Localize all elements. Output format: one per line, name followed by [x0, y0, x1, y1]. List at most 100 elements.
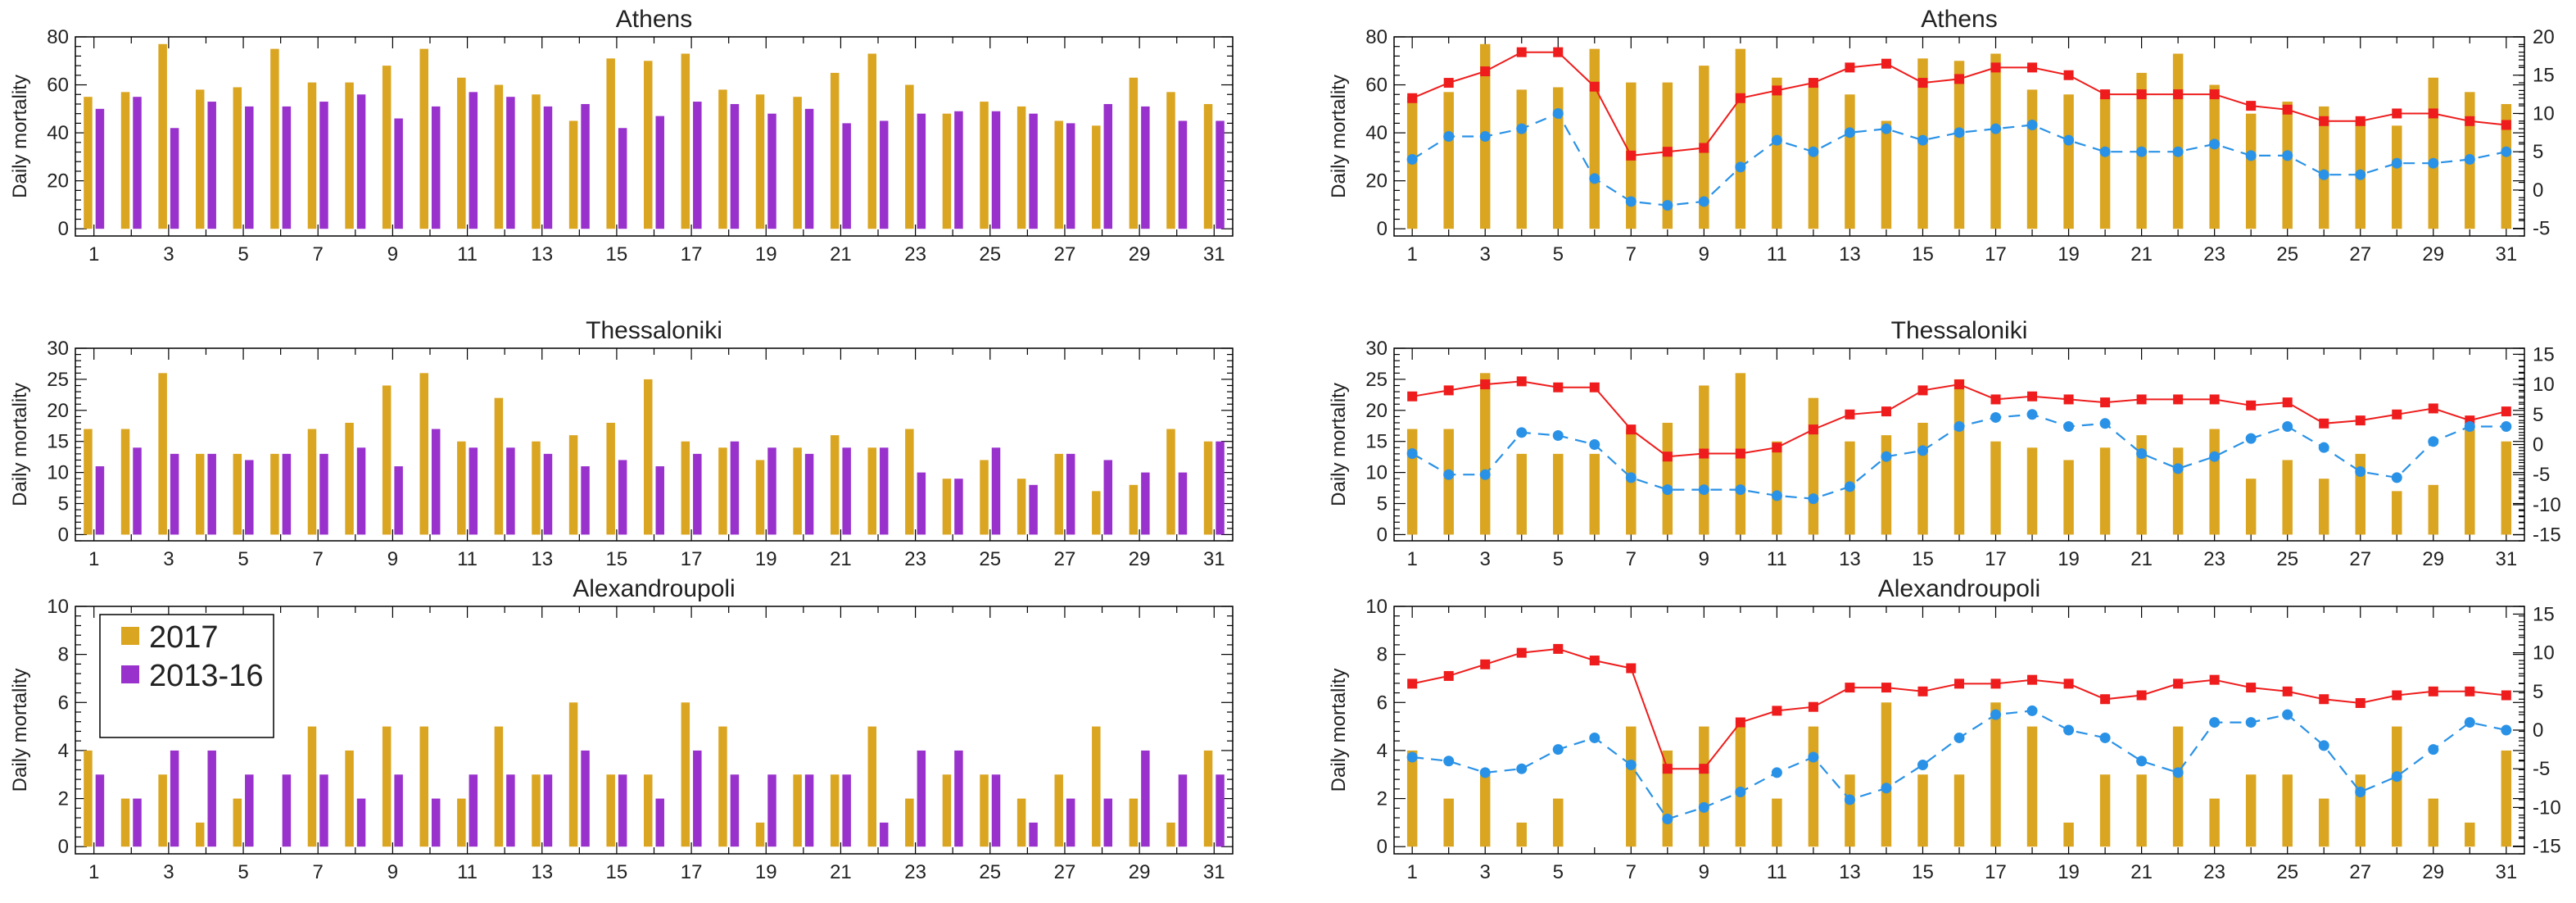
- bar: [1103, 798, 1113, 847]
- bar: [1406, 750, 1418, 847]
- series-2017: [84, 702, 1213, 847]
- bar: [2355, 774, 2365, 847]
- y2-tick-label: 5: [2533, 141, 2543, 163]
- y-tick-label: 4: [1377, 740, 1388, 762]
- chart-title: Thessaloniki: [1891, 317, 2028, 344]
- y-tick-label: 80: [1365, 26, 1388, 48]
- bar: [1553, 798, 1564, 847]
- bar: [655, 466, 664, 535]
- x-tick-label: 25: [2276, 243, 2298, 265]
- x-tick-label: 21: [830, 548, 852, 570]
- tmax-point: [1881, 58, 1891, 69]
- bar: [158, 373, 167, 535]
- bar: [133, 97, 142, 229]
- bar: [1216, 441, 1225, 535]
- bar: [1216, 120, 1225, 229]
- tmax-point: [1990, 62, 2001, 73]
- legend-label-2017: 2017: [149, 620, 219, 655]
- y2-tick-label: 10: [2533, 642, 2555, 665]
- bar: [2209, 798, 2220, 847]
- bar: [980, 460, 989, 535]
- x-tick-label: 21: [830, 243, 852, 265]
- tmax-point: [2136, 89, 2147, 100]
- tmax-point: [2282, 104, 2293, 115]
- bar: [2063, 460, 2074, 535]
- bar: [245, 774, 254, 847]
- y-tick-label: 20: [47, 170, 69, 193]
- bar: [1845, 774, 1855, 847]
- bar: [980, 102, 989, 229]
- tmax-point: [1845, 683, 1855, 693]
- bar: [1029, 484, 1038, 535]
- bar: [2099, 97, 2111, 229]
- tmax-point: [2209, 394, 2220, 405]
- bar: [307, 726, 317, 847]
- tmin-point: [1881, 123, 1892, 134]
- bar: [568, 120, 578, 229]
- bar: [1917, 422, 1928, 535]
- bar: [1735, 726, 1746, 847]
- bar: [1626, 726, 1637, 847]
- tmin-point: [2099, 732, 2111, 743]
- x-tick-label: 31: [2495, 861, 2517, 883]
- tmax-point: [2319, 418, 2329, 429]
- tmin-point: [1844, 127, 1855, 138]
- bar: [2501, 103, 2512, 229]
- bar: [457, 798, 466, 847]
- tmin-point: [1990, 709, 2002, 720]
- x-tick-label: 31: [2495, 243, 2517, 265]
- y-tick-label: 0: [58, 836, 69, 858]
- bar: [1516, 822, 1527, 847]
- x-tick-label: 27: [1054, 548, 1076, 570]
- x-tick-label: 9: [387, 861, 398, 883]
- bar: [1129, 798, 1139, 847]
- bar: [2063, 94, 2074, 229]
- bar: [1203, 441, 1213, 535]
- y-tick-label: 30: [1365, 338, 1388, 360]
- bar: [1772, 798, 1782, 847]
- x-tick-label: 7: [1626, 861, 1637, 883]
- bar: [1808, 726, 1819, 847]
- tmax-point: [1990, 394, 2001, 405]
- tmin-point: [1406, 448, 1418, 460]
- y2-tick-label: 10: [2533, 374, 2555, 396]
- bar: [120, 798, 130, 847]
- x-tick-label: 1: [88, 243, 99, 265]
- tmin-point: [2209, 451, 2221, 462]
- tmax-point: [1772, 85, 1782, 96]
- x-tick-label: 7: [313, 548, 324, 570]
- x-tick-label: 31: [1203, 243, 1225, 265]
- x-tick-label: 27: [2349, 861, 2371, 883]
- bar: [905, 429, 914, 535]
- y-tick-label: 10: [1365, 462, 1388, 484]
- bar: [867, 447, 877, 535]
- bar: [394, 466, 403, 535]
- x-tick-label: 1: [1406, 548, 1417, 570]
- bar: [2392, 491, 2402, 535]
- bar: [120, 92, 130, 229]
- x-tick-label: 19: [2058, 548, 2080, 570]
- y-tick-label: 20: [1365, 400, 1388, 422]
- series-2013-16: [95, 429, 1225, 535]
- tmax-point: [1699, 143, 1709, 153]
- bar: [1166, 429, 1175, 535]
- x-tick-label: 25: [2276, 548, 2298, 570]
- bar: [84, 97, 93, 229]
- bar: [282, 106, 292, 229]
- tmax-point: [1516, 47, 1527, 57]
- bar: [532, 441, 541, 535]
- y2-tick-label: 15: [2533, 603, 2555, 625]
- bar: [1016, 798, 1026, 847]
- bar: [681, 702, 690, 847]
- bar: [1990, 53, 2001, 229]
- bar: [1066, 123, 1075, 229]
- y-tick-label: 20: [47, 400, 69, 422]
- y2-tick-label: 15: [2533, 343, 2555, 365]
- tmax-point: [1662, 147, 1673, 157]
- x-tick-label: 17: [681, 861, 703, 883]
- tmax-point: [2465, 116, 2475, 126]
- x-tick-label: 5: [238, 861, 248, 883]
- bar: [207, 750, 216, 847]
- x-tick-label: 3: [163, 548, 174, 570]
